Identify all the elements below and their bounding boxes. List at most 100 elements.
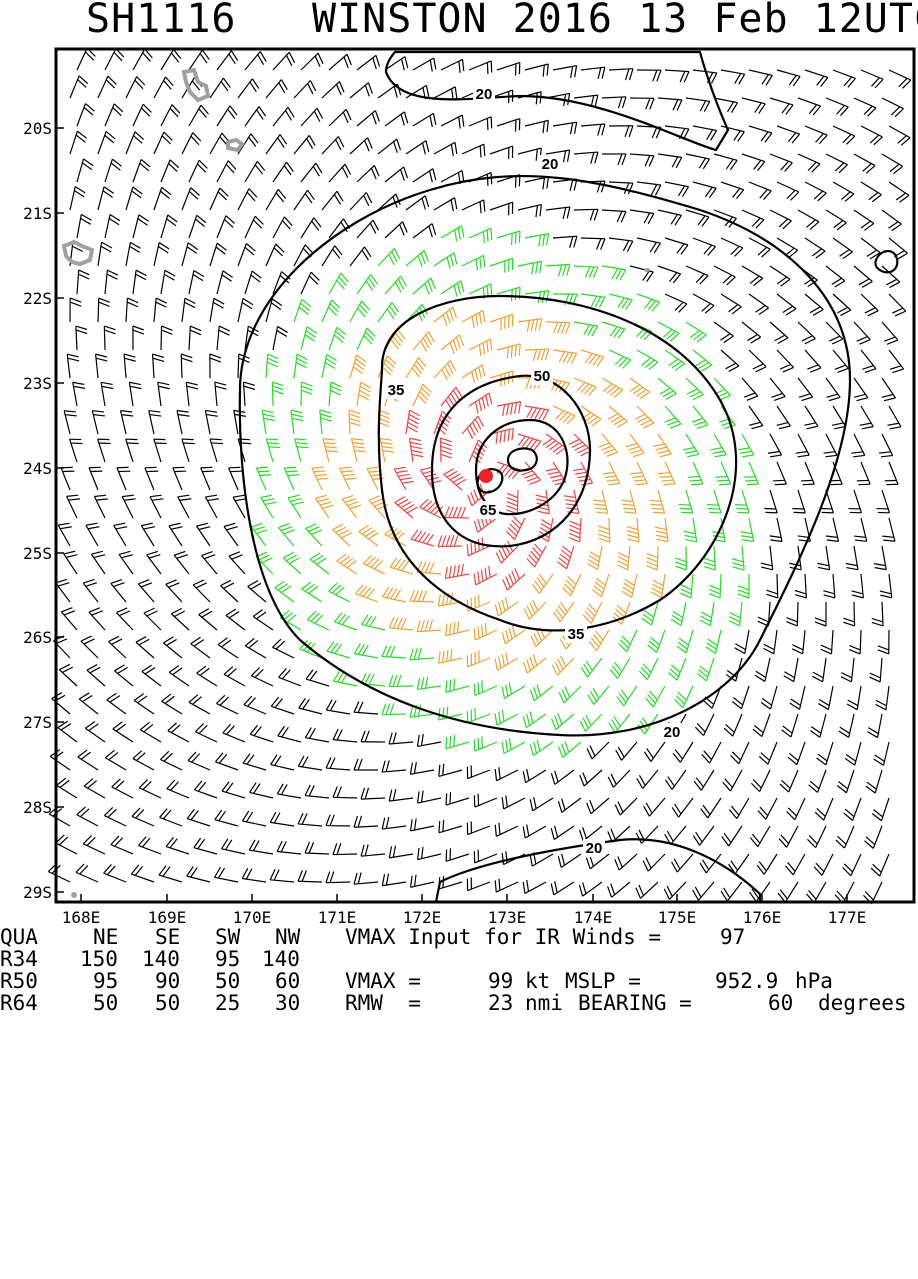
wind-barb	[778, 882, 798, 902]
wind-barb	[581, 406, 601, 426]
wind-barb	[188, 752, 210, 770]
wind-barb	[140, 722, 161, 742]
wind-barb	[218, 638, 238, 658]
svg-text:177E: 177E	[828, 908, 867, 926]
wind-barb	[161, 270, 175, 294]
wind-barb	[854, 210, 874, 230]
wind-barb	[615, 854, 637, 870]
contour-label: 35	[385, 381, 407, 399]
r50-ne: 95	[93, 970, 118, 992]
wind-barb	[801, 462, 814, 485]
wind-barb	[462, 365, 485, 383]
wind-barb	[812, 658, 826, 682]
wind-barb	[278, 726, 301, 742]
wind-barb	[738, 434, 754, 457]
wind-barb	[266, 244, 284, 266]
wind-barb	[490, 258, 513, 272]
wind-barb	[579, 882, 602, 896]
wind-barb	[749, 126, 772, 142]
wind-barb	[163, 637, 182, 658]
wind-barb	[73, 382, 85, 406]
wind-barb	[340, 467, 357, 490]
wind-barb	[844, 798, 861, 820]
wind-barb	[266, 189, 286, 210]
wind-barb	[446, 679, 469, 693]
wind-barb	[848, 490, 861, 513]
wind-barb	[395, 497, 418, 518]
wind-barb	[153, 354, 164, 378]
wind-barb	[665, 238, 688, 254]
wind-barb	[215, 753, 238, 770]
wind-barb	[518, 148, 541, 161]
wind-barb	[245, 271, 261, 294]
wind-barb	[133, 326, 144, 350]
wind-barb	[852, 574, 864, 598]
wind-barb	[98, 187, 114, 210]
wind-barb	[133, 104, 151, 126]
wind-barb	[312, 467, 329, 490]
wind-barb	[105, 49, 124, 70]
contour-line	[508, 448, 537, 470]
wind-barb	[272, 382, 283, 406]
wind-barb	[160, 751, 182, 770]
wind-barb	[627, 518, 639, 542]
lon-tick: 174E	[574, 894, 613, 926]
wind-barb	[530, 740, 553, 756]
storm-center	[479, 469, 493, 483]
wind-barb	[693, 826, 714, 845]
wind-barb	[686, 266, 708, 284]
wind-barb	[354, 816, 378, 827]
wind-barb	[833, 350, 848, 372]
lat-tick: 23S	[23, 374, 64, 393]
wind-barb	[193, 580, 210, 602]
wind-barb	[502, 738, 525, 753]
wind-barb	[56, 579, 70, 602]
wind-barb	[810, 714, 826, 737]
wind-barb	[650, 490, 665, 513]
wind-barb	[495, 823, 518, 836]
wind-barb	[874, 546, 886, 570]
wind-barb	[841, 658, 854, 682]
contour-line	[476, 420, 568, 514]
wind-barb	[580, 714, 602, 731]
wind-barb	[724, 714, 742, 736]
wind-barb	[707, 490, 721, 513]
wind-barb	[658, 462, 675, 485]
r50-label: R50	[0, 970, 38, 992]
wind-barb	[413, 113, 436, 127]
wind-barb	[788, 742, 805, 765]
r50-se: 90	[155, 970, 180, 992]
wind-barb	[291, 410, 303, 434]
wind-barb	[574, 266, 598, 278]
wind-barb	[609, 69, 633, 80]
wind-barb	[721, 182, 744, 199]
wind-barb	[497, 119, 520, 132]
wind-barb	[849, 630, 861, 654]
wind-barb	[113, 722, 133, 742]
wind-barb	[770, 210, 791, 229]
wind-barb	[332, 524, 351, 546]
wind-barb	[357, 274, 377, 294]
wind-barb	[749, 182, 771, 200]
wind-barb	[329, 54, 351, 70]
wind-barb	[879, 434, 892, 457]
lon-tick: 173E	[488, 894, 527, 926]
wind-barb	[655, 518, 668, 542]
wind-barb	[294, 299, 311, 322]
wind-barb	[385, 112, 408, 126]
wind-barb	[413, 332, 434, 351]
wind-barb	[637, 350, 658, 370]
wind-barb	[351, 439, 365, 462]
wind-barb	[406, 141, 429, 155]
wind-barb	[610, 658, 630, 679]
wind-barb	[229, 467, 242, 490]
wind-barb	[637, 294, 660, 311]
wind-barb	[273, 326, 288, 350]
wind-barb	[86, 523, 100, 546]
wind-barb	[637, 770, 658, 789]
wind-barb	[833, 126, 855, 144]
wind-barb	[637, 70, 661, 81]
wind-barb	[563, 574, 581, 596]
wind-barb	[732, 546, 744, 570]
wind-barb	[795, 574, 806, 598]
